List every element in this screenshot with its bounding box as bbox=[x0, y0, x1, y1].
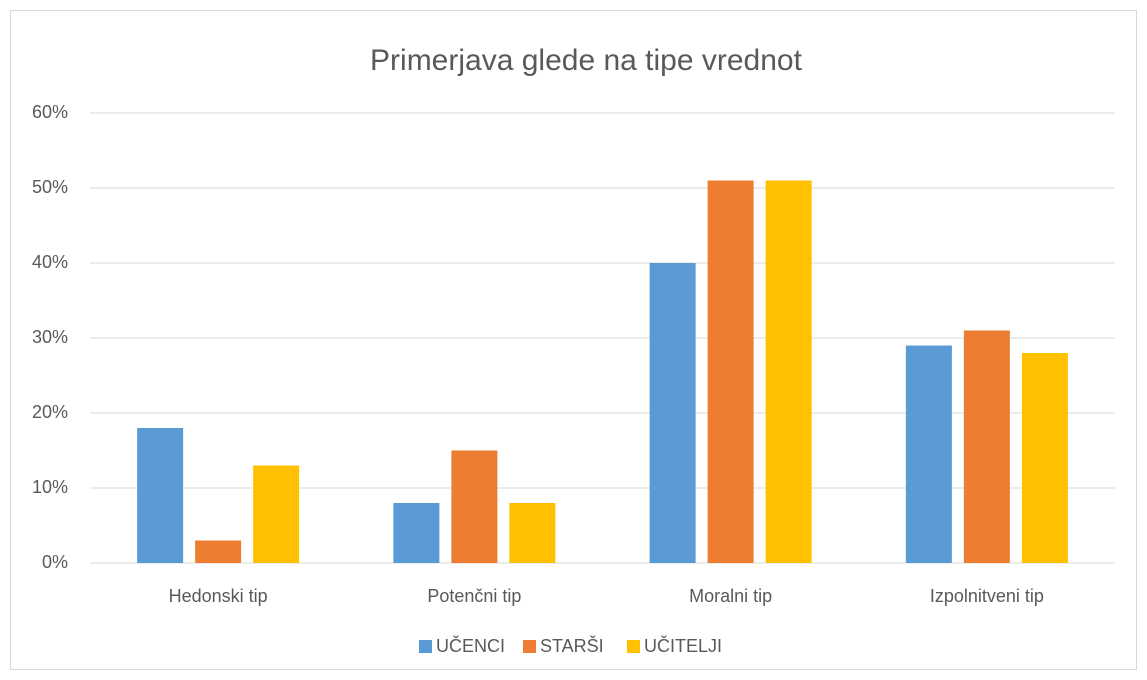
legend-swatch bbox=[627, 640, 640, 653]
y-tick-label: 60% bbox=[32, 102, 68, 122]
bar bbox=[451, 450, 498, 563]
y-tick-label: 0% bbox=[42, 552, 68, 572]
bar bbox=[649, 263, 696, 563]
x-tick-label: Moralni tip bbox=[689, 586, 772, 606]
legend-label: UČENCI bbox=[436, 635, 505, 656]
bar bbox=[765, 180, 812, 563]
bar bbox=[253, 465, 300, 563]
y-tick-label: 10% bbox=[32, 477, 68, 497]
legend-label: UČITELJI bbox=[644, 635, 722, 656]
legend-swatch bbox=[419, 640, 432, 653]
x-tick-label: Hedonski tip bbox=[169, 586, 268, 606]
x-tick-label: Izpolnitveni tip bbox=[930, 586, 1044, 606]
y-tick-label: 40% bbox=[32, 252, 68, 272]
y-tick-label: 20% bbox=[32, 402, 68, 422]
x-tick-label: Potenčni tip bbox=[427, 586, 521, 606]
bar bbox=[509, 503, 556, 563]
y-tick-label: 50% bbox=[32, 177, 68, 197]
y-tick-label: 30% bbox=[32, 327, 68, 347]
bar bbox=[905, 345, 952, 563]
bar bbox=[1021, 353, 1068, 563]
bar bbox=[195, 540, 242, 563]
legend-swatch bbox=[523, 640, 536, 653]
bar bbox=[963, 330, 1010, 563]
bar bbox=[707, 180, 754, 563]
bar bbox=[393, 503, 440, 563]
bar bbox=[137, 428, 184, 563]
legend-label: STARŠI bbox=[540, 635, 604, 656]
chart-title: Primerjava glede na tipe vrednot bbox=[370, 44, 803, 77]
